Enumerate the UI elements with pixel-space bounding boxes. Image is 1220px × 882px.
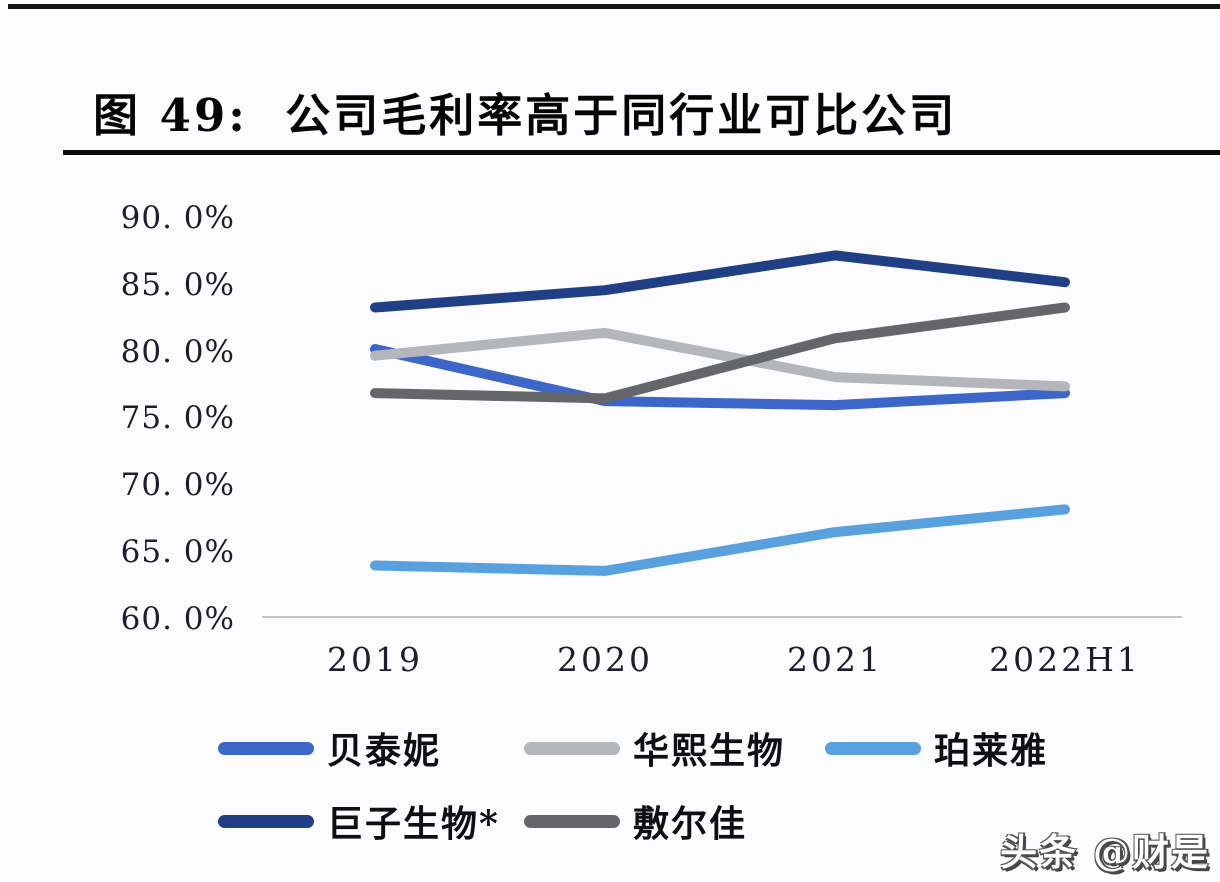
gross-margin-line-chart: 90. 0% 85. 0% 80. 0% 75. 0% 70. 0% 65. 0% 60. …	[0, 160, 1220, 700]
x-tick-label: 2020	[557, 640, 653, 679]
legend-item-beitaini: 贝泰妮	[218, 724, 441, 772]
series-line-2	[370, 504, 1070, 576]
y-tick-label: 70. 0%	[120, 467, 235, 504]
figure-title: 图 49: 公司毛利率高于同行业可比公司	[93, 89, 958, 142]
legend-item-huaxi-biology: 华熙生物	[524, 724, 785, 772]
legend-label-juzi-biology: 巨子生物*	[327, 803, 500, 845]
legend-label-beitaini: 贝泰妮	[327, 730, 442, 772]
series-line-1	[370, 327, 1070, 392]
legend-swatch-juzi-biology	[218, 814, 314, 828]
legend-item-proya: 珀莱雅	[825, 724, 1048, 772]
y-tick-label: 65. 0%	[120, 534, 235, 571]
watermark: 头条 @财是	[1000, 830, 1210, 874]
x-tick-label: 2019	[327, 640, 423, 679]
title-underline	[63, 150, 1220, 155]
y-tick-label: 80. 0%	[120, 333, 235, 370]
series-line-4	[370, 302, 1070, 404]
top-border-line	[8, 4, 1220, 9]
y-tick-label: 90. 0%	[120, 199, 235, 236]
series-line-0	[370, 344, 1070, 411]
y-tick-label: 85. 0%	[120, 266, 235, 303]
y-tick-label: 75. 0%	[120, 400, 235, 437]
x-tick-label: 2022H1	[989, 640, 1141, 679]
x-tick-label: 2021	[787, 640, 883, 679]
legend-label-huaxi-biology: 华熙生物	[633, 730, 786, 772]
series-line-3	[370, 250, 1070, 313]
legend-swatch-beitaini	[218, 741, 314, 755]
legend-swatch-huaxi-biology	[524, 741, 620, 755]
legend-swatch-fuerjia	[524, 814, 620, 828]
chart-legend: 贝泰妮 华熙生物 珀莱雅 巨子生物* 敷尔佳	[0, 700, 1220, 870]
legend-label-proya: 珀莱雅	[934, 730, 1049, 772]
legend-label-fuerjia: 敷尔佳	[633, 803, 748, 845]
legend-item-fuerjia: 敷尔佳	[524, 797, 747, 845]
legend-swatch-proya	[825, 741, 921, 755]
x-axis-line	[262, 616, 1182, 618]
legend-item-juzi-biology: 巨子生物*	[218, 797, 500, 845]
y-tick-label: 60. 0%	[120, 601, 235, 637]
